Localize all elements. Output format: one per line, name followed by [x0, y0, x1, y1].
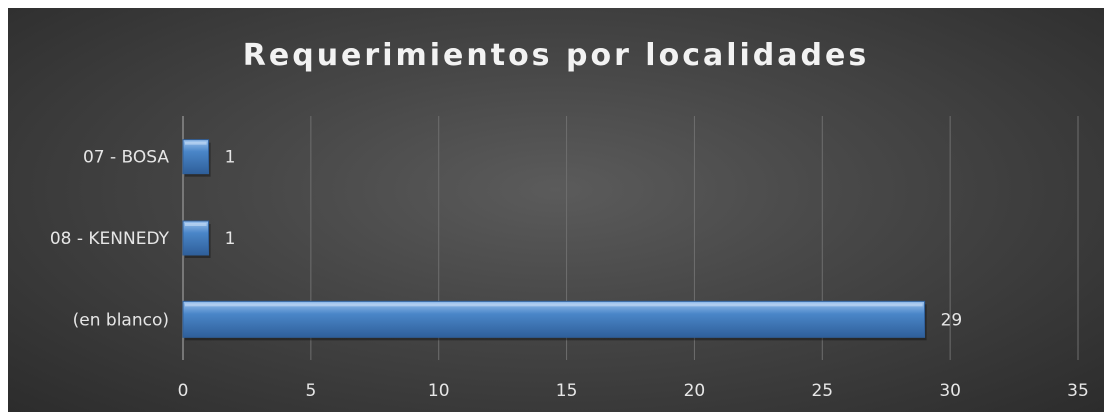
x-tick-label: 30 [939, 381, 961, 401]
x-tick-label: 10 [428, 381, 450, 401]
chart-title: Requerimientos por localidades [242, 38, 870, 73]
data-label: 1 [225, 229, 236, 249]
x-tick-label: 25 [811, 381, 833, 401]
bar [182, 139, 210, 175]
x-tick-label: 35 [1067, 381, 1089, 401]
category-label: 07 - BOSA [83, 148, 169, 168]
bar-highlight [185, 223, 207, 226]
bar [182, 220, 210, 256]
chart-frame: Requerimientos por localidades 0 5 10 15 20 2… [8, 8, 1104, 412]
x-tick-label: 20 [684, 381, 706, 401]
bar-chart: 0 5 10 15 20 25 30 35 07 - BOSA 1 08 - KENNEDY 1 (en… [50, 116, 1089, 401]
labels-layer: 0 5 10 15 20 25 30 35 07 - BOSA 1 08 - KENNEDY 1 (en… [50, 148, 1089, 401]
bar-highlight [185, 141, 207, 145]
category-label: (en blanco) [73, 310, 169, 330]
x-tick-label: 0 [178, 381, 189, 401]
x-tick-label: 15 [556, 381, 578, 401]
bars-layer [182, 139, 927, 341]
category-label: 08 - KENNEDY [50, 229, 170, 249]
data-label: 1 [225, 148, 236, 168]
bar-highlight [185, 303, 923, 307]
bar [182, 300, 926, 338]
data-label: 29 [941, 310, 963, 330]
x-tick-label: 5 [305, 381, 316, 401]
